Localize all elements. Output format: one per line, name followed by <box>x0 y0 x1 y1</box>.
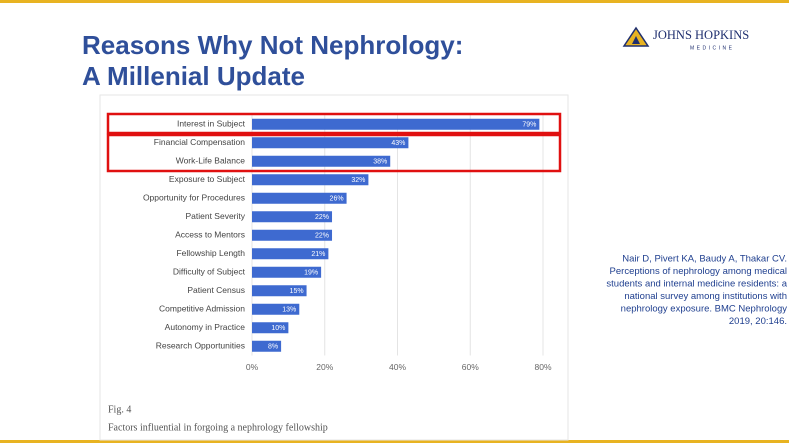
category-label: Patient Severity <box>185 211 245 221</box>
category-label: Access to Mentors <box>175 230 245 240</box>
citation-line: Nair D, Pivert KA, Baudy A, Thakar CV. <box>622 254 787 265</box>
value-label: 21% <box>311 251 325 258</box>
category-label: Exposure to Subject <box>169 174 246 184</box>
value-label: 22% <box>315 233 329 240</box>
category-label: Patient Census <box>187 285 245 295</box>
value-label: 19% <box>304 270 318 277</box>
chart: 0% 20% 40% 60% 80% Interest in Subject 79% Fina… <box>143 115 552 372</box>
highlight-box <box>106 112 562 135</box>
figure-label: Fig. 4 <box>108 404 131 415</box>
logo-name: JOHNS HOPKINS <box>653 28 749 42</box>
citation-line: Perceptions of nephrology among medical <box>610 266 787 277</box>
bar <box>252 322 289 334</box>
bar <box>252 229 333 241</box>
value-label: 13% <box>282 307 296 314</box>
x-tick-label: 0% <box>246 362 259 372</box>
citation-line: 2019, 20:146. <box>729 316 787 327</box>
citation-line: national survey among institutions with <box>624 291 787 302</box>
bar <box>252 340 282 352</box>
slide-title: A Millenial Update <box>82 61 305 91</box>
value-label: 79% <box>522 122 536 129</box>
category-label: Interest in Subject <box>177 119 246 129</box>
bar <box>252 248 329 260</box>
category-label: Fellowship Length <box>176 248 245 258</box>
slide-title: Reasons Why Not Nephrology: <box>82 30 463 60</box>
bottom-stripe <box>0 440 789 443</box>
x-tick-label: 40% <box>389 362 406 372</box>
bar <box>252 303 300 315</box>
value-label: 8% <box>268 344 278 351</box>
highlight-box <box>106 133 562 173</box>
logo-icon <box>632 36 640 44</box>
bar <box>252 118 540 130</box>
category-label: Work-Life Balance <box>176 156 246 166</box>
value-label: 38% <box>373 159 387 166</box>
value-label: 10% <box>271 325 285 332</box>
category-label: Financial Compensation <box>154 137 245 147</box>
bar <box>252 192 347 204</box>
logo: JOHNS HOPKINS MEDICINE <box>622 26 749 51</box>
category-label: Opportunity for Procedures <box>143 193 245 203</box>
value-label: 26% <box>330 196 344 203</box>
citation-line: students and internal medicine residents… <box>606 279 787 290</box>
category-label: Difficulty of Subject <box>173 267 246 277</box>
x-tick-label: 60% <box>462 362 479 372</box>
citation-line: nephrology exposure. BMC Nephrology <box>621 304 788 315</box>
value-label: 43% <box>391 140 405 147</box>
top-stripe <box>0 0 789 3</box>
value-label: 32% <box>351 177 365 184</box>
bar <box>252 211 333 223</box>
citation: Nair D, Pivert KA, Baudy A, Thakar CV.Pe… <box>606 254 787 328</box>
value-label: 22% <box>315 214 329 221</box>
logo-sub: MEDICINE <box>690 45 734 51</box>
bar <box>252 137 409 149</box>
x-tick-label: 20% <box>316 362 333 372</box>
bar <box>252 285 307 297</box>
bar <box>252 155 391 167</box>
bar <box>252 266 322 278</box>
figure-frame <box>99 94 569 441</box>
bar <box>252 174 369 186</box>
value-label: 15% <box>290 288 304 295</box>
category-label: Competitive Admission <box>159 304 245 314</box>
x-tick-label: 80% <box>534 362 551 372</box>
figure-caption: Factors influential in forgoing a nephro… <box>108 422 328 433</box>
category-label: Autonomy in Practice <box>165 322 246 332</box>
category-label: Research Opportunities <box>156 341 245 351</box>
